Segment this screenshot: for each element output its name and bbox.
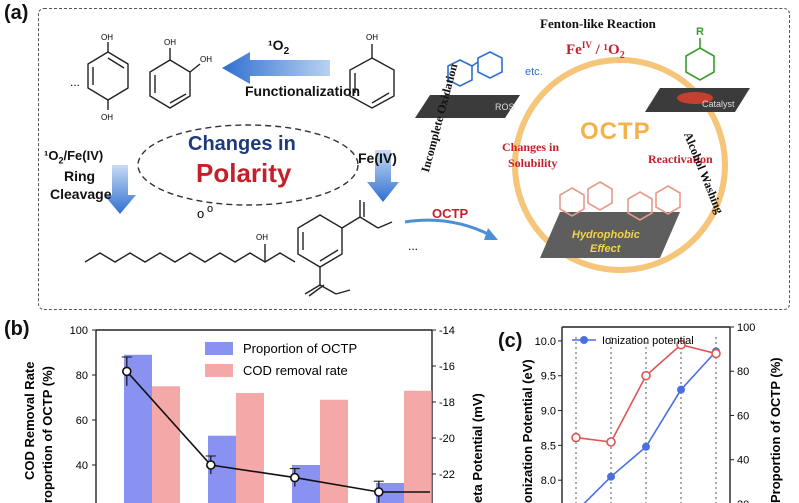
changes-solubility-2: Solubility — [508, 156, 558, 170]
feiv-arrow — [367, 150, 399, 202]
reactivation-label: Reactivation — [648, 152, 713, 166]
octp-arrow — [404, 218, 491, 237]
octp-arrow-label: OCTP — [432, 206, 469, 221]
cycle-ring — [512, 57, 728, 273]
c-octp-point — [641, 370, 651, 381]
c-right-tick-label: 20 — [737, 499, 749, 503]
cleavage-label: Cleavage — [50, 186, 112, 202]
c-left-tick-label: 8.0 — [541, 475, 556, 487]
svg-text:OH: OH — [164, 38, 176, 47]
b-bar-cod — [320, 399, 348, 503]
c-octp-point — [676, 339, 686, 350]
functionalization-arrow — [222, 52, 330, 84]
polarity-ellipse — [137, 124, 359, 206]
c-left-tick-label: 8.5 — [541, 440, 556, 452]
b-zeta-point — [289, 472, 300, 483]
r-label: R — [696, 26, 704, 38]
b-right-tick-label: -22 — [439, 469, 455, 481]
c-right-tick-label: 40 — [737, 455, 749, 467]
c-right-tick-label: 100 — [737, 322, 755, 334]
ros-plate — [415, 95, 520, 118]
b-bar-octp — [376, 483, 404, 503]
changes-solubility-1: Changes in — [502, 140, 560, 154]
c-legend-marker — [580, 336, 588, 344]
ring-cleavage-arrow — [104, 165, 136, 214]
b-bar-cod — [404, 390, 432, 503]
b-bar-cod — [236, 393, 264, 503]
b-left-tick-label: 60 — [76, 415, 88, 427]
b-left-tick-label: 80 — [76, 370, 88, 382]
c-ip-point — [607, 472, 615, 481]
b-right-tick-label: -18 — [439, 397, 455, 409]
c-octp-point — [571, 432, 581, 443]
fe-o2-label: FeIV / ¹O2 — [566, 40, 625, 61]
b-zeta-point — [122, 366, 132, 377]
b-bar-octp — [292, 465, 320, 503]
etc-label: etc. — [525, 66, 543, 78]
b-left-tick-label: 40 — [76, 460, 88, 472]
panel-c-chart: 8.0 8.5 9.0 9.5 10.0 20 40 60 80 100 Ionization po… — [535, 322, 755, 503]
b-legend-cod: COD removal rate — [243, 363, 348, 378]
b-right-tick-label: -14 — [439, 325, 455, 337]
c-right-tick-label: 80 — [737, 366, 749, 378]
svg-text:o: o — [207, 203, 213, 215]
c-octp-point — [711, 348, 721, 359]
b-legend-swatch-cod — [205, 364, 233, 377]
c-right-tick-label: 60 — [737, 410, 749, 422]
panel-b-chart: 40 60 80 100 -14 -16 -18 -20 -22 Proportion of OC… — [70, 325, 455, 503]
c-ip-point — [642, 442, 650, 451]
c-left-tick-label: 10.0 — [535, 336, 556, 348]
panel-a-label: (a) — [4, 2, 29, 24]
ellipsis-left: ... — [70, 75, 80, 89]
feiv-label: Fe(IV) — [358, 150, 397, 166]
panel-a-diagram: OH OH ... OH OH OH OH o o — [70, 26, 750, 297]
ring-cleavage-oxidant: ¹O2/Fe(IV) — [44, 148, 104, 166]
hq-oh-bottom: OH — [101, 113, 113, 122]
svg-text:o: o — [197, 206, 204, 221]
hydrophobic-label-2: Effect — [590, 243, 622, 255]
b-zeta-point — [206, 460, 216, 470]
panel-b-label: (b) — [4, 318, 30, 340]
phenol-molecule — [349, 44, 395, 109]
b-legend-octp: Proportion of OCTP — [243, 341, 357, 356]
polarity-label: Polarity — [196, 158, 292, 188]
phthalate-molecule — [297, 200, 393, 297]
panel-a-frame — [38, 8, 790, 310]
hydrophobic-plate — [540, 212, 680, 258]
svg-text:OH: OH — [366, 33, 378, 42]
catechol-molecule — [149, 48, 201, 109]
svg-text:OH: OH — [256, 233, 268, 242]
b-right-tick-label: -20 — [439, 433, 455, 445]
ellipsis-right: ... — [408, 239, 418, 253]
panel-c-label: (c) — [498, 330, 523, 352]
c-left-tick-label: 9.5 — [541, 371, 556, 383]
functionalization-label: Functionalization — [245, 83, 361, 99]
ring-label: Ring — [64, 168, 96, 184]
b-bar-octp — [124, 354, 152, 503]
c-left-tick-label: 9.0 — [541, 406, 556, 418]
octp-center-label: OCTP — [580, 118, 651, 145]
b-legend-swatch-octp — [205, 342, 233, 355]
c-octp-point — [606, 437, 616, 447]
b-zeta-point — [373, 487, 384, 497]
c-ip-point — [677, 385, 685, 394]
catalyst-label: Catalyst — [702, 99, 735, 109]
singlet-oxygen-label: ¹O2 — [268, 37, 290, 57]
changes-in-label: Changes in — [188, 133, 296, 155]
ros-label: ROS — [495, 102, 515, 112]
svg-text:OH: OH — [200, 55, 212, 64]
b-right-tick-label: -16 — [439, 361, 455, 373]
alkane-chain — [84, 252, 296, 263]
fenton-like-label: Fenton-like Reaction — [540, 16, 656, 31]
hydroquinone-molecule — [87, 42, 129, 110]
c-legend-label: Ionization potential — [602, 335, 694, 347]
b-left-tick-label: 100 — [70, 325, 88, 337]
hydrophobic-label-1: Hydrophobic — [572, 229, 640, 241]
hq-oh-top: OH — [101, 33, 113, 42]
